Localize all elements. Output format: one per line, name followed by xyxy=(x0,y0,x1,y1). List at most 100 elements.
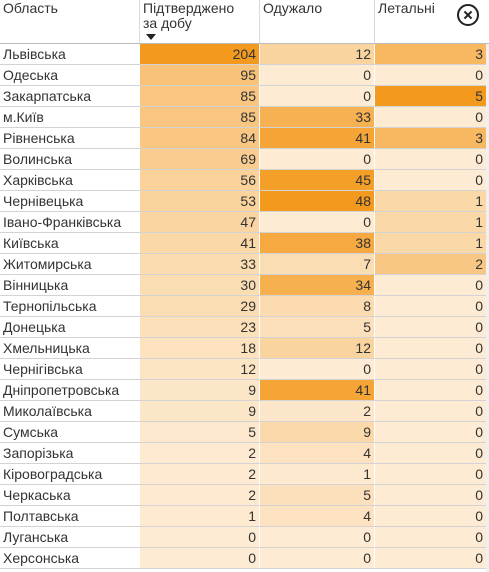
table-row[interactable]: Івано-Франківська 47 0 1 xyxy=(0,212,489,233)
confirmed-cell: 2 xyxy=(139,443,259,463)
region-cell: Донецька xyxy=(0,317,139,337)
region-cell: Тернопільська xyxy=(0,296,139,316)
region-cell: Київська xyxy=(0,233,139,253)
recovered-cell: 8 xyxy=(259,296,374,316)
recovered-cell: 0 xyxy=(259,65,374,85)
deaths-cell: 0 xyxy=(374,380,486,400)
table-row[interactable]: Донецька 23 5 0 xyxy=(0,317,489,338)
table-row[interactable]: м.Київ 85 33 0 xyxy=(0,107,489,128)
confirmed-cell: 56 xyxy=(139,170,259,190)
confirmed-cell: 53 xyxy=(139,191,259,211)
vertical-scrollbar[interactable] xyxy=(486,44,489,572)
table-row[interactable]: Сумська 5 9 0 xyxy=(0,422,489,443)
confirmed-cell: 23 xyxy=(139,317,259,337)
deaths-cell: 0 xyxy=(374,65,486,85)
confirmed-cell: 12 xyxy=(139,359,259,379)
region-cell: Волинська xyxy=(0,149,139,169)
confirmed-cell: 41 xyxy=(139,233,259,253)
region-cell: Житомирська xyxy=(0,254,139,274)
table-row[interactable]: Чернівецька 53 48 1 xyxy=(0,191,489,212)
confirmed-cell: 0 xyxy=(139,548,259,568)
confirmed-cell: 95 xyxy=(139,65,259,85)
table-row[interactable]: Херсонська 0 0 0 xyxy=(0,548,489,569)
recovered-cell: 5 xyxy=(259,485,374,505)
deaths-cell: 0 xyxy=(374,359,486,379)
table-row[interactable]: Кіровоградська 2 1 0 xyxy=(0,464,489,485)
table-header: Область Підтверджено за добу Одужало Лет… xyxy=(0,0,489,44)
region-cell: Луганська xyxy=(0,527,139,547)
deaths-cell: 0 xyxy=(374,506,486,526)
region-cell: Полтавська xyxy=(0,506,139,526)
recovered-cell: 5 xyxy=(259,317,374,337)
close-icon[interactable] xyxy=(457,4,479,26)
table-row[interactable]: Харківська 56 45 0 xyxy=(0,170,489,191)
deaths-cell: 0 xyxy=(374,485,486,505)
column-header-confirmed-label: Підтверджено за добу xyxy=(143,0,235,31)
table-row[interactable]: Миколаївська 9 2 0 xyxy=(0,401,489,422)
region-cell: Кіровоградська xyxy=(0,464,139,484)
region-cell: Хмельницька xyxy=(0,338,139,358)
recovered-cell: 33 xyxy=(259,107,374,127)
confirmed-cell: 204 xyxy=(139,44,259,64)
table-row[interactable]: Тернопільська 29 8 0 xyxy=(0,296,489,317)
deaths-cell: 0 xyxy=(374,548,486,568)
table-row[interactable]: Київська 41 38 1 xyxy=(0,233,489,254)
deaths-cell: 0 xyxy=(374,170,486,190)
table-row[interactable]: Дніпропетровська 9 41 0 xyxy=(0,380,489,401)
confirmed-cell: 2 xyxy=(139,485,259,505)
region-cell: Черкаська xyxy=(0,485,139,505)
recovered-cell: 45 xyxy=(259,170,374,190)
sort-desc-icon xyxy=(146,34,156,40)
recovered-cell: 41 xyxy=(259,380,374,400)
table-row[interactable]: Вінницька 30 34 0 xyxy=(0,275,489,296)
region-cell: Одеська xyxy=(0,65,139,85)
recovered-cell: 4 xyxy=(259,506,374,526)
region-cell: Херсонська xyxy=(0,548,139,568)
table-row[interactable]: Запорізька 2 4 0 xyxy=(0,443,489,464)
column-header-confirmed[interactable]: Підтверджено за добу xyxy=(139,0,259,44)
confirmed-cell: 0 xyxy=(139,527,259,547)
table-row[interactable]: Чернігівська 12 0 0 xyxy=(0,359,489,380)
table-row[interactable]: Луганська 0 0 0 xyxy=(0,527,489,548)
confirmed-cell: 33 xyxy=(139,254,259,274)
table-row[interactable]: Полтавська 1 4 0 xyxy=(0,506,489,527)
deaths-cell: 0 xyxy=(374,107,486,127)
deaths-cell: 0 xyxy=(374,275,486,295)
deaths-cell: 1 xyxy=(374,233,486,253)
recovered-cell: 9 xyxy=(259,422,374,442)
recovered-cell: 12 xyxy=(259,338,374,358)
region-cell: Миколаївська xyxy=(0,401,139,421)
column-header-recovered[interactable]: Одужало xyxy=(259,0,374,44)
confirmed-cell: 84 xyxy=(139,128,259,148)
recovered-cell: 1 xyxy=(259,464,374,484)
table-row[interactable]: Закарпатська 85 0 5 xyxy=(0,86,489,107)
column-header-region-label: Область xyxy=(3,0,58,16)
table-row[interactable]: Львівська 204 12 3 xyxy=(0,44,489,65)
deaths-cell: 0 xyxy=(374,527,486,547)
table-row[interactable]: Хмельницька 18 12 0 xyxy=(0,338,489,359)
deaths-cell: 0 xyxy=(374,422,486,442)
column-header-deaths[interactable]: Летальні xyxy=(374,0,489,44)
recovered-cell: 7 xyxy=(259,254,374,274)
deaths-cell: 0 xyxy=(374,296,486,316)
table-row[interactable]: Рівненська 84 41 3 xyxy=(0,128,489,149)
region-cell: Запорізька xyxy=(0,443,139,463)
recovered-cell: 4 xyxy=(259,443,374,463)
recovered-cell: 12 xyxy=(259,44,374,64)
deaths-cell: 0 xyxy=(374,464,486,484)
table-row[interactable]: Житомирська 33 7 2 xyxy=(0,254,489,275)
table-row[interactable]: Волинська 69 0 0 xyxy=(0,149,489,170)
header-divider xyxy=(0,43,489,44)
deaths-cell: 0 xyxy=(374,401,486,421)
deaths-cell: 0 xyxy=(374,149,486,169)
region-cell: Закарпатська xyxy=(0,86,139,106)
confirmed-cell: 1 xyxy=(139,506,259,526)
table-row[interactable]: Черкаська 2 5 0 xyxy=(0,485,489,506)
region-cell: Дніпропетровська xyxy=(0,380,139,400)
deaths-cell: 3 xyxy=(374,128,486,148)
column-header-region[interactable]: Область xyxy=(0,0,139,44)
table-row[interactable]: Одеська 95 0 0 xyxy=(0,65,489,86)
confirmed-cell: 2 xyxy=(139,464,259,484)
deaths-cell: 1 xyxy=(374,212,486,232)
confirmed-cell: 29 xyxy=(139,296,259,316)
